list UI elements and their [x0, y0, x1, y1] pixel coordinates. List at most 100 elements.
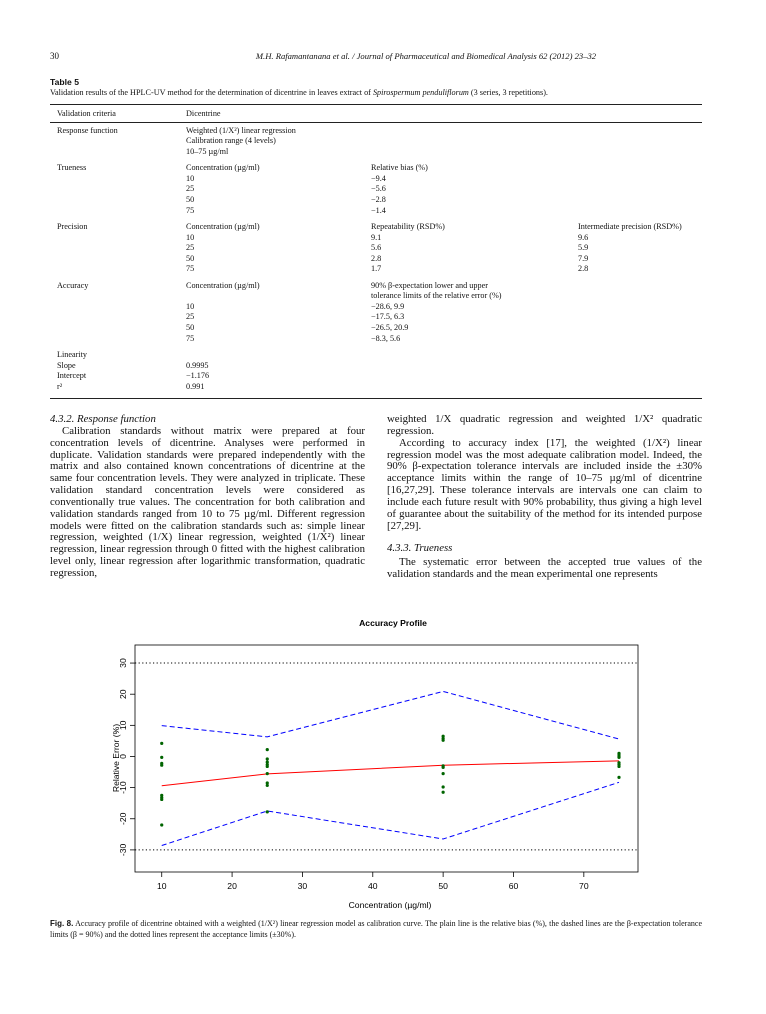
text-column: weighted 1/X quadratic regression and we… — [387, 413, 702, 581]
data-point — [441, 772, 445, 776]
table-cell: −5.6 — [371, 184, 386, 194]
table-cell: −17.5, 6.3 — [371, 312, 405, 322]
table-cell: −1.176 — [186, 371, 210, 381]
table-cell: 50 — [186, 323, 195, 333]
table-cell: Accuracy — [57, 280, 89, 290]
y-tick-label: 10 — [118, 720, 128, 730]
data-point — [160, 755, 164, 760]
figure-caption: Fig. 8. Accuracy profile of dicentrine o… — [50, 919, 702, 940]
table-cell: 75 — [186, 205, 195, 215]
table-cell: Intermediate precision (RSD%) — [578, 221, 682, 231]
data-point — [160, 763, 164, 767]
chart-title: Accuracy Profile — [359, 618, 427, 628]
caption-species: Spirospermum penduliflorum — [372, 88, 469, 97]
table: Validation criteria Dicentrine Response … — [50, 104, 702, 400]
chart: Accuracy Profile Concentration (µg/ml) R… — [111, 618, 639, 910]
y-tick-label: 0 — [118, 754, 128, 759]
header-cell: Dicentrine — [186, 109, 221, 118]
y-tick-label: 30 — [118, 658, 128, 668]
table-cell: 75 — [186, 333, 195, 343]
series-line — [161, 760, 620, 787]
data-point — [617, 775, 621, 779]
table-cell: Weighted (1/X²) linear regression — [186, 125, 296, 135]
table-cell: 10 — [186, 232, 195, 242]
table-cell: 9.6 — [578, 232, 589, 242]
section-heading: 4.3.3. Trueness — [387, 542, 453, 555]
table-cell: Linearity — [57, 350, 88, 360]
table-cell: r² — [57, 381, 63, 391]
y-tick-label: 20 — [118, 689, 128, 699]
paragraph: weighted 1/X quadratic regression and we… — [387, 413, 702, 437]
x-tick-label: 20 — [227, 881, 237, 891]
paragraph: The systematic error between the accepte… — [387, 556, 702, 581]
table-cell: Relative bias (%) — [371, 163, 428, 173]
table-cell: 1.7 — [371, 264, 382, 274]
table-cell: 75 — [186, 264, 195, 274]
series-line — [161, 781, 620, 847]
table-cell: 9.1 — [371, 232, 382, 242]
table-cell: 7.9 — [578, 253, 589, 263]
y-tick-label: -10 — [118, 781, 128, 794]
y-tick-label: -30 — [118, 843, 128, 856]
table-cell: Precision — [57, 221, 88, 231]
table-cell: 50 — [186, 194, 195, 204]
table-cell: Repeatability (RSD%) — [371, 221, 445, 231]
table-cell: 10 — [186, 301, 195, 311]
table-cell: 25 — [186, 184, 195, 194]
x-tick-label: 40 — [368, 881, 378, 891]
data-point — [265, 772, 269, 776]
table-row: Trueness Concentration (µg/ml) 10 25 50 75 Rel… — [50, 163, 702, 222]
caption-text: Validation results of the HPLC-UV method… — [50, 88, 373, 97]
table-cell: −1.4 — [371, 205, 386, 215]
page-number: 30 — [50, 51, 59, 61]
data-point — [265, 760, 269, 764]
data-point — [265, 748, 269, 752]
plot-frame — [134, 644, 639, 873]
header-cell: Validation criteria — [57, 109, 116, 118]
data-point — [441, 738, 445, 742]
figure-label: Fig. 8. — [50, 919, 74, 928]
table-cell: Response function — [57, 125, 118, 135]
text-column: 4.3.2. Response function Calibration stan… — [50, 413, 365, 580]
section-heading: 4.3.2. Response function — [50, 413, 156, 425]
table-caption: Validation results of the HPLC-UV method… — [50, 88, 710, 97]
table-cell: −26.5, 20.9 — [371, 323, 409, 333]
data-point — [265, 783, 269, 788]
data-point — [265, 810, 269, 814]
table-cell: Concentration (µg/ml) — [186, 163, 260, 173]
table-cell: 10 — [186, 173, 195, 183]
data-point — [441, 785, 445, 789]
series-line — [161, 690, 620, 740]
table-cell: −2.8 — [371, 194, 386, 204]
table-cell: −28.6, 9.9 — [371, 301, 405, 311]
x-tick-label: 70 — [579, 881, 589, 891]
x-tick-label: 30 — [298, 881, 308, 891]
y-tick-label: -20 — [118, 812, 128, 825]
table-cell: 10–75 µg/ml — [186, 146, 229, 156]
table-label: Table 5 — [50, 77, 79, 87]
data-point — [265, 757, 269, 761]
figure-caption-text: Accuracy profile of dicentrine obtained … — [50, 919, 702, 939]
data-point — [617, 764, 621, 769]
table-cell: 90% β-expectation lower and upper — [371, 280, 488, 290]
table-cell: 2.8 — [578, 264, 589, 274]
table-row: Linearity Slope Intercept r² 0.9995 −1.176 0.9… — [50, 350, 702, 398]
table-row: Response function Weighted (1/X²) linear … — [50, 126, 702, 164]
x-axis-label: Concentration (µg/ml) — [349, 900, 432, 910]
table-cell: 5.9 — [578, 243, 589, 253]
table-cell: Trueness — [57, 163, 87, 173]
table-cell: −8.3, 5.6 — [371, 333, 401, 343]
x-tick-label: 10 — [157, 881, 167, 891]
paragraph: Calibration standards without matrix wer… — [50, 424, 365, 579]
table-cell: Intercept — [57, 371, 87, 381]
table-header: Validation criteria Dicentrine — [50, 105, 702, 123]
x-tick-label: 60 — [509, 881, 519, 891]
table-row: Accuracy Concentration (µg/ml) 10 25 50 75 90%… — [50, 281, 702, 350]
data-point — [441, 765, 445, 769]
table-row: Precision Concentration (µg/ml) 10 25 50 75 Re… — [50, 222, 702, 281]
table-cell: Calibration range (4 levels) — [186, 136, 276, 146]
table-cell: 50 — [186, 253, 195, 263]
running-title: M.H. Rafamantanana et al. / Journal of P… — [255, 51, 597, 61]
table-cell: 25 — [186, 243, 195, 253]
